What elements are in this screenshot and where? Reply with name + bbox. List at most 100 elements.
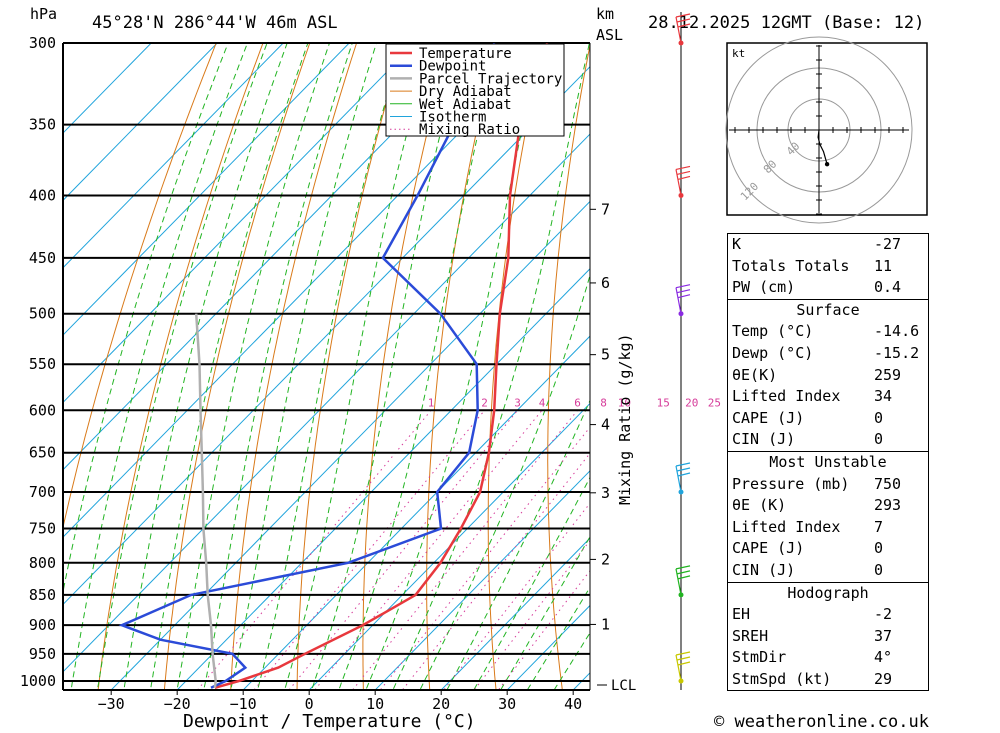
indices-value: 0	[874, 430, 884, 449]
mixing-ratio-line	[288, 409, 518, 690]
mixing-ratio-line	[379, 426, 590, 690]
legend-label: Temperature	[419, 46, 512, 62]
pressure-tick-label: 750	[29, 520, 56, 538]
most-unstable-section: Most Unstable Pressure (mb) 750 θE (K) 293 L…	[728, 450, 928, 582]
mixing-ratio-labels: 1 2 3 4 6 8 10 15 20 25	[428, 396, 721, 409]
indices-row: Totals Totals 11	[728, 256, 928, 278]
indices-label: Temp (°C)	[732, 322, 814, 341]
indices-label: CIN (J)	[732, 430, 796, 449]
wind-barb-feather	[676, 18, 691, 23]
indices-row: Lifted Index 34	[728, 386, 928, 408]
mixing-ratio-label: 25	[708, 396, 721, 409]
pressure-tick-label: 500	[29, 305, 56, 323]
height-unit-asl: ASL	[596, 26, 623, 44]
height-unit-km: km	[596, 5, 614, 23]
wet-adiabat-line	[96, 43, 268, 690]
hodograph-box	[726, 42, 928, 216]
legend-label: Dewpoint	[419, 59, 486, 75]
isotherm-line	[440, 537, 590, 690]
height-tick-label: 1	[601, 615, 610, 633]
mixing-ratio-line	[473, 539, 590, 690]
wet-adiabat-line	[149, 43, 309, 690]
wind-barb-feather	[675, 165, 691, 171]
hodograph-endpoint	[824, 162, 830, 167]
indices-row: StmDir 4°	[728, 647, 928, 669]
indices-label: θE (K)	[732, 496, 787, 515]
height-tick-label: 6	[601, 274, 610, 292]
indices-row: θE (K) 293	[728, 495, 928, 517]
isotherm-line	[63, 43, 152, 134]
dry-adiabat-line	[230, 43, 358, 690]
indices-label: Pressure (mb)	[732, 474, 850, 493]
indices-value: 29	[874, 669, 893, 688]
mixing-ratio-line	[314, 409, 543, 690]
indices-value: -14.6	[874, 322, 920, 341]
mixing-ratio-label: 2	[481, 396, 488, 409]
wet-adiabat-line	[338, 43, 501, 690]
pressure-tick-label: 900	[29, 616, 56, 634]
wind-barb-feather	[676, 467, 691, 472]
mixing-ratio-line	[401, 452, 590, 690]
wind-barb-feather	[675, 651, 691, 656]
temperature-line	[214, 43, 549, 690]
temperature-tick-labels: −30 −20 −10 0 10 20 30 40	[98, 690, 582, 713]
height-tick-label: 2	[601, 550, 610, 568]
indices-value: -2	[874, 605, 893, 624]
wind-barb-staff	[675, 169, 682, 196]
basic-indices-section: K -27 Totals Totals 11 PW (cm) 0.4	[728, 234, 928, 299]
wet-adiabat-line	[553, 631, 590, 690]
wet-adiabat-line	[230, 43, 378, 690]
indices-value: -27	[874, 235, 902, 253]
x-axis-label: Dewpoint / Temperature (°C)	[183, 711, 476, 732]
indices-value: 259	[874, 365, 902, 384]
wind-barb-feather	[677, 175, 691, 181]
indices-value: -15.2	[874, 343, 920, 362]
x-tick-label: 40	[564, 695, 582, 713]
isotherm-line	[63, 43, 284, 269]
mixing-ratio-label: 6	[574, 396, 581, 409]
dry-adiabat-line	[63, 43, 217, 530]
wind-barb-feather	[675, 284, 691, 289]
mixing-ratio-label: 1	[428, 396, 435, 409]
wet-adiabat-lines	[63, 43, 590, 690]
indices-value: 0	[874, 408, 884, 427]
pressure-tick-label: 650	[29, 444, 56, 462]
indices-row: SREH 37	[728, 626, 928, 648]
wet-adiabat-line	[63, 43, 229, 594]
wind-barb-staff	[675, 16, 682, 44]
height-tick-label: 4	[601, 416, 610, 434]
indices-row: CIN (J) 0	[728, 560, 928, 582]
wind-profile	[675, 12, 691, 690]
indices-label: CIN (J)	[732, 560, 796, 579]
indices-label: Lifted Index	[732, 517, 841, 536]
wind-barb-feather	[677, 575, 691, 580]
hodograph-heading: Hodograph	[787, 583, 869, 602]
indices-value: 34	[874, 387, 893, 406]
pressure-tick-label: 450	[29, 249, 56, 267]
indices-value: 11	[874, 256, 893, 275]
indices-row: K -27	[728, 234, 928, 256]
parcel-trajectory-line	[194, 313, 217, 688]
pressure-tick-label: 350	[29, 116, 56, 134]
indices-value: 293	[874, 496, 902, 515]
indices-row: CAPE (J) 0	[728, 408, 928, 430]
pressure-tick-label: 1000	[20, 672, 56, 690]
pressure-tick-label: 800	[29, 554, 56, 572]
wet-adiabat-line	[257, 43, 404, 690]
mixing-ratio-line	[443, 502, 590, 690]
wind-barb-feather	[675, 462, 691, 467]
mixing-ratio-label: 4	[539, 396, 546, 409]
indices-label: StmSpd (kt)	[732, 669, 832, 688]
wind-barb-feather	[676, 570, 691, 575]
indices-row: Temp (°C) -14.6	[728, 321, 928, 343]
indices-label: Totals Totals	[732, 256, 850, 275]
indices-label: Dewp (°C)	[732, 343, 814, 362]
mixing-ratio-label: 15	[657, 396, 670, 409]
skewt-plot: 3003504004505005506006507007508008509009…	[20, 34, 721, 732]
indices-table: K -27 Totals Totals 11 PW (cm) 0.4 Surface Te…	[727, 233, 929, 692]
indices-row: Pressure (mb) 750	[728, 474, 928, 496]
wet-adiabat-line	[365, 43, 542, 690]
dry-adiabat-line	[547, 43, 590, 690]
wet-adiabat-line	[284, 43, 432, 690]
wind-barb-feather	[677, 472, 691, 477]
